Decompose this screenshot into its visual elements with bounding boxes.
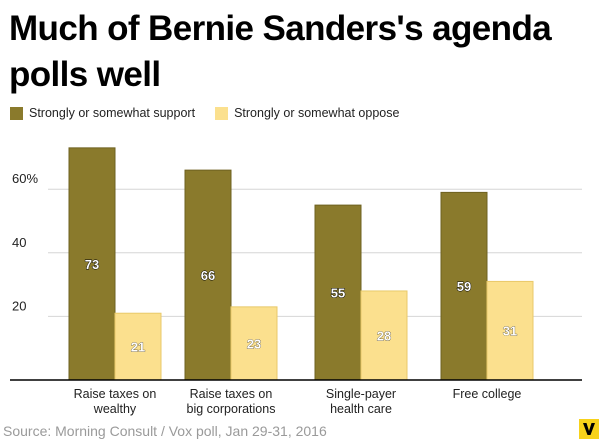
bar-oppose — [360, 290, 408, 381]
y-tick-label: 60% — [12, 171, 38, 186]
category-label: Raise taxes on wealthy — [74, 387, 157, 416]
bar-support — [184, 169, 232, 381]
legend-swatch-support — [10, 106, 23, 120]
vox-logo — [579, 419, 599, 439]
chart-title: Much of Bernie Sanders's agenda polls we… — [9, 9, 552, 94]
legend-item-oppose: Strongly or somewhat oppose — [215, 106, 399, 120]
category-label-line: Free college — [453, 387, 522, 401]
bar-oppose — [486, 280, 534, 381]
bar-oppose — [230, 306, 278, 381]
category-label: Free college — [453, 387, 522, 401]
category-label-line: Raise taxes on — [74, 387, 157, 401]
category-label-line: wealthy — [93, 402, 137, 416]
data-label: 28 — [377, 328, 391, 343]
data-label: 73 — [85, 257, 99, 272]
bar-oppose — [114, 312, 162, 381]
legend-label-oppose: Strongly or somewhat oppose — [234, 106, 400, 120]
data-label: 21 — [131, 340, 145, 355]
data-label: 66 — [201, 268, 215, 283]
category-label: Single-payer health care — [326, 387, 396, 416]
category-label-line: Single-payer — [326, 387, 396, 401]
legend-swatch-oppose — [215, 106, 229, 120]
y-tick-label: 40 — [12, 235, 26, 250]
category-label-line: big corporations — [187, 402, 276, 416]
data-label: 23 — [247, 336, 261, 351]
y-tick-label: 20 — [12, 298, 26, 313]
legend-label-support: Strongly or somewhat support — [29, 106, 196, 120]
data-label: 55 — [331, 286, 345, 301]
source-note: Source: Morning Consult / Vox poll, Jan … — [3, 423, 327, 439]
data-label: 59 — [457, 279, 471, 294]
category-label-line: health care — [330, 402, 392, 416]
legend-item-support: Strongly or somewhat support — [10, 106, 195, 120]
vox-v-icon — [583, 423, 595, 435]
data-label: 31 — [503, 324, 517, 339]
category-label: Raise taxes on big corporations — [187, 387, 276, 416]
legend: Strongly or somewhat support Strongly or… — [10, 105, 419, 121]
category-label-line: Raise taxes on — [190, 387, 273, 401]
bar-support — [68, 147, 116, 381]
